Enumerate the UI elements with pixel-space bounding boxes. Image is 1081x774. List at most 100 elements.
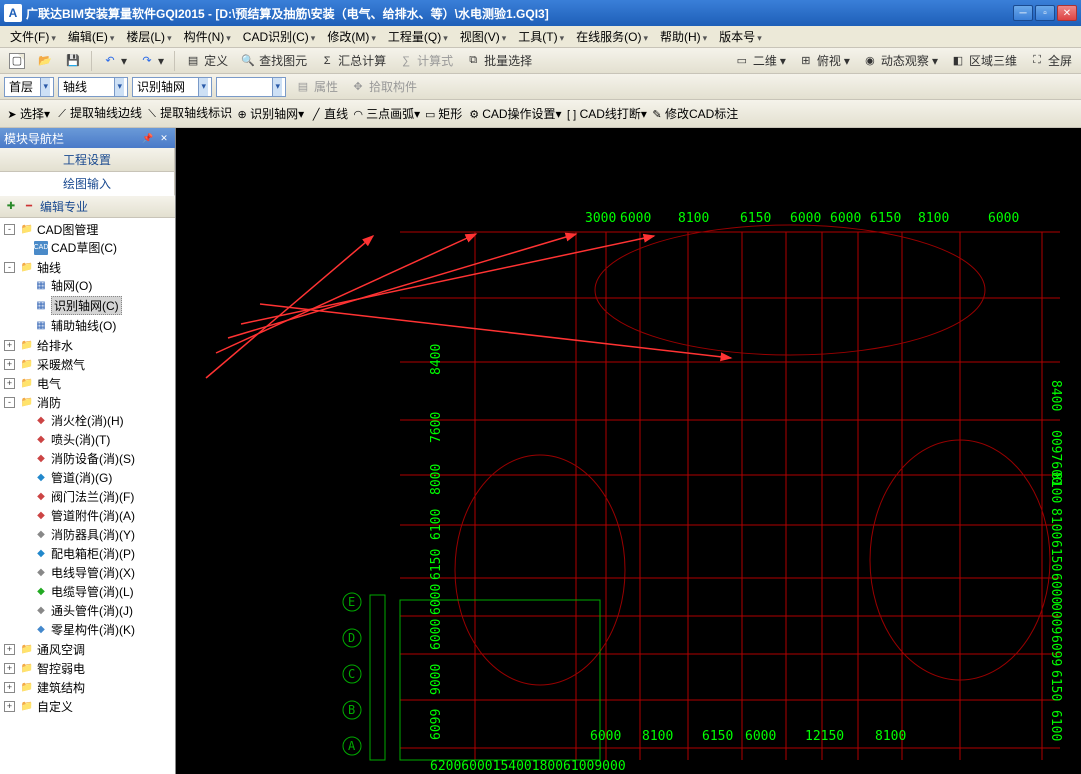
tree-node[interactable]: ◆消防器具(消)(Y) [18,526,173,543]
tree-label[interactable]: 自定义 [37,698,73,715]
define-btn[interactable]: ▤定义 [180,50,233,72]
extract-edge-btn[interactable]: ⟋提取轴线边线 [54,104,142,123]
recog-grid-btn[interactable]: ⊕识别轴网▾ [234,105,304,123]
tree-label[interactable]: 采暖燃气 [37,356,85,373]
menu-视图(V)[interactable]: 视图(V)▾ [454,26,513,47]
cad-canvas[interactable]: EDCBA30006000810061506000600061508100600… [176,128,1081,774]
edit-discipline-btn[interactable]: 编辑专业 [40,198,88,215]
tree-label[interactable]: 管道附件(消)(A) [51,507,135,524]
extract-mark-btn[interactable]: ⟍提取轴线标识 [144,104,232,123]
select-btn[interactable]: ➤选择▾ [4,105,50,123]
menu-帮助(H)[interactable]: 帮助(H)▾ [654,26,713,47]
tree-label[interactable]: 喷头(消)(T) [51,431,110,448]
tree-node[interactable]: CADCAD草图(C) [18,239,173,256]
tree-label[interactable]: 智控弱电 [37,660,85,677]
tree-node[interactable]: ◆管道(消)(G) [18,469,173,486]
cad-set-btn[interactable]: ⚙CAD操作设置▾ [466,105,561,123]
pin-icon[interactable]: 📌 [141,131,155,145]
tree-label[interactable]: CAD图管理 [37,221,98,238]
floor-select[interactable]: 首层 [4,77,54,97]
tree-node[interactable]: -📁消防 [4,394,173,411]
tree-label[interactable]: 建筑结构 [37,679,85,696]
batch-btn[interactable]: ⧉批量选择 [460,50,537,72]
menu-CAD识别(C)[interactable]: CAD识别(C)▾ [237,26,322,47]
menu-修改(M)[interactable]: 修改(M)▾ [321,26,382,47]
tree-label[interactable]: 通头管件(消)(J) [51,602,133,619]
tree-label[interactable]: 辅助轴线(O) [51,317,116,334]
line-btn[interactable]: ╱直线 [308,105,348,123]
tree-node[interactable]: -📁CAD图管理 [4,221,173,238]
tree-node[interactable]: ◆阀门法兰(消)(F) [18,488,173,505]
remove-icon[interactable]: ━ [22,200,36,214]
tab-project-settings[interactable]: 工程设置 [0,148,175,171]
open-btn[interactable]: 📂 [32,50,58,72]
tree-label[interactable]: 识别轴网(C) [51,296,122,315]
tree-label[interactable]: CAD草图(C) [51,239,117,256]
close-btn[interactable]: ✕ [1057,5,1077,21]
tree-node[interactable]: ◆消防设备(消)(S) [18,450,173,467]
tree-node[interactable]: ◆喷头(消)(T) [18,431,173,448]
module-tree[interactable]: -📁CAD图管理CADCAD草图(C)-📁轴线▦轴网(O)▦识别轴网(C)▦辅助… [0,218,175,774]
tree-node[interactable]: ◆配电箱柜(消)(P) [18,545,173,562]
tree-label[interactable]: 零星构件(消)(K) [51,621,135,638]
tree-node[interactable]: ◆通头管件(消)(J) [18,602,173,619]
attr-btn[interactable]: ▤属性 [290,76,343,98]
tree-label[interactable]: 电气 [37,375,61,392]
tree-node[interactable]: +📁通风空调 [4,641,173,658]
tree-label[interactable]: 轴线 [37,259,61,276]
tree-node[interactable]: ◆零星构件(消)(K) [18,621,173,638]
tree-label[interactable]: 管道(消)(G) [51,469,112,486]
tree-node[interactable]: +📁采暖燃气 [4,356,173,373]
2d-btn[interactable]: ▭二维▾ [729,50,791,72]
find-btn[interactable]: 🔍查找图元 [235,50,312,72]
save-btn[interactable]: 💾 [60,50,86,72]
dyn-btn[interactable]: ◉动态观察▾ [857,50,943,72]
tree-node[interactable]: +📁建筑结构 [4,679,173,696]
minimize-btn[interactable]: ─ [1013,5,1033,21]
tree-node[interactable]: +📁电气 [4,375,173,392]
tree-label[interactable]: 轴网(O) [51,277,92,294]
cad-mod-btn[interactable]: ✎修改CAD标注 [649,105,738,123]
tree-node[interactable]: ◆电线导管(消)(X) [18,564,173,581]
tab-drawing-input[interactable]: 绘图输入 [0,172,175,196]
menu-编辑(E)[interactable]: 编辑(E)▾ [62,26,121,47]
menu-文件(F)[interactable]: 文件(F)▾ [4,26,62,47]
region-btn[interactable]: ◧区域三维 [945,50,1022,72]
full-btn[interactable]: ⛶全屏 [1024,50,1077,72]
pick-btn[interactable]: ✥拾取构件 [345,76,422,98]
tree-label[interactable]: 通风空调 [37,641,85,658]
tree-node[interactable]: +📁智控弱电 [4,660,173,677]
tree-label[interactable]: 电线导管(消)(X) [51,564,135,581]
tree-node[interactable]: ◆管道附件(消)(A) [18,507,173,524]
cad-break-btn[interactable]: [ ]CAD线打断▾ [564,105,647,123]
redo-btn[interactable]: ↷▾ [134,50,169,72]
tree-node[interactable]: ▦轴网(O) [18,277,173,294]
tree-node[interactable]: +📁自定义 [4,698,173,715]
menu-楼层(L)[interactable]: 楼层(L)▾ [120,26,177,47]
panel-close-icon[interactable]: ✕ [157,131,171,145]
rect-btn[interactable]: ▭矩形 [422,105,462,123]
tree-node[interactable]: ◆电缆导管(消)(L) [18,583,173,600]
calc-btn[interactable]: ∑计算式 [393,50,458,72]
tree-label[interactable]: 消防设备(消)(S) [51,450,135,467]
maximize-btn[interactable]: ▫ [1035,5,1055,21]
menu-构件(N)[interactable]: 构件(N)▾ [178,26,237,47]
tree-label[interactable]: 消防器具(消)(Y) [51,526,135,543]
menu-工程量(Q)[interactable]: 工程量(Q)▾ [382,26,454,47]
menu-在线服务(O)[interactable]: 在线服务(O)▾ [570,26,654,47]
tree-label[interactable]: 消火栓(消)(H) [51,412,124,429]
tree-node[interactable]: ▦识别轴网(C) [18,296,173,315]
category-select[interactable]: 轴线 [58,77,128,97]
sum-btn[interactable]: Σ汇总计算 [314,50,391,72]
tree-label[interactable]: 电缆导管(消)(L) [51,583,134,600]
tree-label[interactable]: 阀门法兰(消)(F) [51,488,134,505]
tree-node[interactable]: ◆消火栓(消)(H) [18,412,173,429]
arc-btn[interactable]: ◠三点画弧▾ [350,105,420,123]
tree-label[interactable]: 消防 [37,394,61,411]
tree-node[interactable]: -📁轴线 [4,259,173,276]
menu-工具(T)[interactable]: 工具(T)▾ [512,26,570,47]
menu-版本号[interactable]: 版本号▾ [713,26,768,47]
undo-btn[interactable]: ↶▾ [97,50,132,72]
tree-label[interactable]: 给排水 [37,337,73,354]
new-btn[interactable]: ▢ [4,50,30,72]
